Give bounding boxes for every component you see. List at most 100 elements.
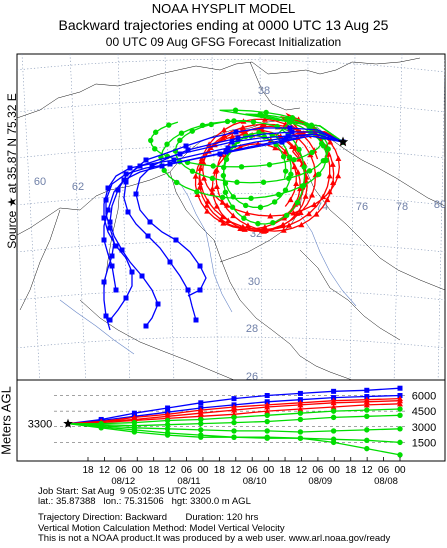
vertical-method-text: Vertical Motion Calculation Method: Mode… bbox=[38, 522, 285, 534]
trajectory-marker bbox=[221, 126, 228, 133]
longitude-line bbox=[21, 54, 41, 380]
height-marker bbox=[330, 414, 337, 421]
height-marker bbox=[98, 425, 104, 431]
trajectory-marker bbox=[287, 196, 294, 203]
height-marker bbox=[364, 413, 370, 420]
trajectory-marker bbox=[213, 203, 220, 209]
trajectory-marker bbox=[282, 168, 289, 174]
trajectory-marker bbox=[222, 180, 229, 186]
trajectory-marker bbox=[105, 207, 111, 213]
river-line bbox=[299, 213, 357, 307]
trajectory-marker bbox=[189, 168, 196, 174]
trajectory-marker bbox=[204, 198, 211, 204]
trajectory-marker bbox=[230, 194, 236, 200]
trajectory-marker bbox=[194, 189, 200, 195]
latitude-label: 28 bbox=[246, 323, 258, 335]
trajectory-marker bbox=[229, 139, 235, 145]
height-marker bbox=[297, 435, 304, 441]
trajectory-marker bbox=[113, 243, 119, 249]
trajectory-marker bbox=[260, 228, 267, 234]
trajectory-marker bbox=[230, 212, 237, 219]
height-marker bbox=[330, 428, 337, 434]
trajectory-marker bbox=[109, 253, 115, 259]
trajectory-marker bbox=[335, 155, 342, 161]
longitude-line bbox=[393, 54, 403, 380]
time-tick-label: 00 bbox=[263, 465, 275, 476]
latitude-label: 30 bbox=[248, 276, 260, 288]
height-marker bbox=[397, 439, 403, 446]
trajectory-marker bbox=[200, 175, 207, 181]
trajectory-marker bbox=[305, 210, 312, 217]
trajectory-marker bbox=[282, 187, 289, 193]
height-marker bbox=[198, 420, 204, 427]
trajectory-marker bbox=[219, 199, 226, 205]
trajectory-marker bbox=[279, 222, 286, 229]
longitude-label: 80 bbox=[434, 199, 446, 211]
trajectory-marker bbox=[123, 295, 129, 301]
longitude-line bbox=[164, 54, 175, 380]
trajectory-marker bbox=[326, 172, 333, 179]
trajectory-marker bbox=[232, 107, 239, 113]
trajectory-marker bbox=[109, 263, 115, 269]
height-marker bbox=[164, 421, 171, 428]
trajectory-marker bbox=[316, 171, 322, 178]
trajectory-marker bbox=[167, 259, 173, 265]
trajectory-marker bbox=[200, 159, 207, 165]
trajectory-marker bbox=[203, 202, 210, 208]
trajectory-marker bbox=[287, 119, 293, 125]
job-start-text: Job Start: Sat Aug 9 05:02:35 UTC 2025 bbox=[38, 486, 211, 497]
date-tick-label: 08/08 bbox=[374, 476, 398, 487]
chart-title-line2: Backward trajectories ending at 0000 UTC… bbox=[58, 17, 389, 33]
trajectory-marker bbox=[286, 222, 293, 228]
location-text: lat.: 35.87388 lon.: 75.31506 hgt: 3300.… bbox=[38, 496, 251, 508]
height-marker bbox=[397, 385, 403, 391]
trajectory-marker bbox=[318, 140, 325, 147]
height-marker bbox=[231, 419, 237, 426]
height-marker bbox=[397, 406, 403, 412]
trajectory-marker bbox=[309, 149, 315, 156]
height-marker bbox=[231, 428, 237, 434]
latitude-label: 26 bbox=[246, 371, 258, 383]
trajectory-marker bbox=[327, 139, 334, 145]
trajectory-marker bbox=[171, 157, 177, 163]
trajectory-line bbox=[198, 128, 344, 232]
height-marker bbox=[264, 393, 270, 398]
river-line bbox=[177, 179, 233, 313]
time-tick-label: 00 bbox=[329, 465, 341, 476]
trajectory-marker bbox=[197, 287, 203, 293]
trajectory-marker bbox=[193, 317, 199, 323]
trajectory-marker bbox=[101, 279, 107, 285]
trajectory-marker bbox=[197, 179, 204, 185]
trajectory-marker bbox=[296, 146, 302, 153]
trajectory-marker bbox=[255, 220, 261, 227]
height-marker bbox=[297, 397, 303, 403]
trajectory-marker bbox=[241, 215, 247, 221]
source-star-icon bbox=[337, 136, 349, 147]
trajectory-marker bbox=[288, 171, 294, 177]
trajectory-marker bbox=[204, 208, 211, 214]
trajectory-marker bbox=[306, 168, 313, 174]
trajectory-marker bbox=[297, 185, 304, 192]
trajectory-marker bbox=[219, 194, 226, 201]
trajectory-marker bbox=[243, 202, 249, 209]
latitude-line bbox=[17, 99, 445, 113]
trajectory-marker bbox=[279, 139, 285, 145]
trajectory-marker bbox=[139, 273, 145, 279]
trajectory-marker bbox=[185, 287, 191, 293]
height-marker bbox=[397, 400, 403, 407]
direction-text: Trajectory Direction: Backward Duration:… bbox=[38, 512, 259, 524]
trajectory-marker bbox=[183, 143, 189, 149]
border-line bbox=[251, 57, 421, 75]
trajectory-marker bbox=[293, 180, 300, 187]
trajectory-marker bbox=[257, 204, 264, 211]
trajectory-marker bbox=[107, 225, 113, 231]
trajectory-marker bbox=[129, 269, 135, 275]
height-marker bbox=[364, 427, 370, 433]
longitude-label: 60 bbox=[34, 176, 46, 188]
trajectory-marker bbox=[294, 210, 301, 216]
trajectory-marker bbox=[152, 129, 159, 135]
trajectory-marker bbox=[302, 193, 309, 199]
time-tick-label: 06 bbox=[247, 465, 259, 476]
trajectory-marker bbox=[107, 219, 113, 225]
trajectory-marker bbox=[199, 122, 206, 129]
